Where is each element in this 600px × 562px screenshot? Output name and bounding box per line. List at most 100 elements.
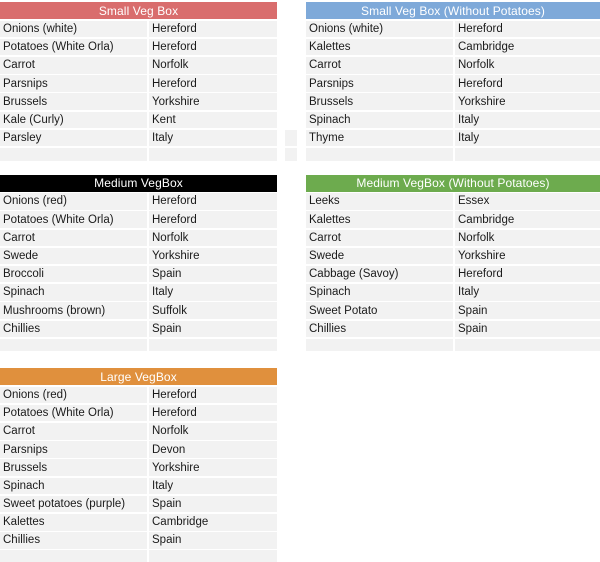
origin-cell: Hereford [149,75,277,92]
table-row: Spinach Italy [306,111,600,129]
item-cell: Sweet potatoes (purple) [0,495,149,513]
origin-cell: Italy [455,284,600,301]
table-row: Mushrooms (brown) Suffolk [0,302,277,319]
table-large-vegbox: Large VegBox Onions (red) Hereford Potatoe… [0,368,277,562]
item-cell: Leeks [306,193,455,210]
table-small-veg-box-without-potatoes: Small Veg Box (Without Potatoes) Onions … [306,2,600,161]
item-cell: Carrot [0,423,149,440]
table-row: Brussels Yorkshire [306,93,600,110]
table-row: Onions (red) Hereford [0,193,277,210]
empty-row [306,338,600,352]
empty-cell [306,338,455,352]
origin-cell: Cambridge [455,211,600,228]
empty-cell [0,338,149,352]
empty-row [0,550,277,562]
table-row: Kale (Curly) Kent [0,111,277,129]
table-row: Carrot Norfolk [306,229,600,247]
origin-cell: Hereford [149,404,277,422]
item-cell: Kale (Curly) [0,111,149,129]
origin-cell: Spain [149,265,277,283]
origin-cell: Norfolk [455,57,600,74]
table-row: Carrot Norfolk [306,57,600,74]
item-cell: Parsnips [0,441,149,458]
table-row: Chillies Spain [0,532,277,549]
table-row: Kalettes Cambridge [306,38,600,56]
table-row: Thyme Italy [306,129,600,147]
origin-cell: Italy [149,129,277,147]
item-cell: Carrot [306,57,455,74]
table-rows: Onions (white) Hereford Kalettes Cambridge C… [306,20,600,161]
origin-cell: Spain [455,302,600,319]
origin-cell: Hereford [455,265,600,283]
origin-cell: Hereford [149,38,277,56]
empty-row [0,338,277,352]
table-row: Parsley Italy [0,129,277,147]
table-row: Parsnips Hereford [306,75,600,92]
empty-cell [0,148,149,161]
empty-row [306,148,600,161]
empty-cell [149,338,277,352]
table-row: Chillies Spain [306,320,600,337]
origin-cell: Hereford [149,386,277,404]
empty-row [0,148,277,161]
table-row: Brussels Yorkshire [0,93,277,110]
item-cell: Cabbage (Savoy) [306,265,455,283]
item-cell: Brussels [306,93,455,110]
table-header-large-vegbox: Large VegBox [0,368,277,385]
table-row: Sweet Potato Spain [306,302,600,319]
table-header-small-veg-box: Small Veg Box [0,2,277,19]
table-row: Potatoes (White Orla) Hereford [0,38,277,56]
item-cell: Parsnips [0,75,149,92]
item-cell: Spinach [306,284,455,301]
table-small-veg-box: Small Veg Box Onions (white) Hereford Pota… [0,2,277,161]
origin-cell: Yorkshire [149,93,277,110]
empty-cell [455,148,600,161]
table-fragment-artifact [285,129,297,146]
table-row: Potatoes (White Orla) Hereford [0,404,277,422]
table-row: Spinach Italy [0,284,277,301]
item-cell: Carrot [0,229,149,247]
origin-cell: Italy [455,129,600,147]
table-row: Swede Yorkshire [0,247,277,265]
table-row: Potatoes (White Orla) Hereford [0,211,277,228]
empty-cell [0,550,149,562]
table-header-small-veg-box-without-potatoes: Small Veg Box (Without Potatoes) [306,2,600,19]
item-cell: Onions (red) [0,193,149,210]
table-rows: Onions (white) Hereford Potatoes (White Or… [0,20,277,161]
origin-cell: Hereford [149,193,277,210]
table-row: Leeks Essex [306,193,600,210]
table-row: Carrot Norfolk [0,229,277,247]
table-row: Broccoli Spain [0,265,277,283]
origin-cell: Italy [149,284,277,301]
origin-cell: Yorkshire [455,247,600,265]
table-row: Parsnips Devon [0,441,277,458]
table-row: Parsnips Hereford [0,75,277,92]
item-cell: Brussels [0,93,149,110]
origin-cell: Norfolk [149,229,277,247]
table-row: Onions (red) Hereford [0,386,277,404]
item-cell: Potatoes (White Orla) [0,38,149,56]
origin-cell: Hereford [149,20,277,38]
item-cell: Onions (red) [0,386,149,404]
item-cell: Onions (white) [0,20,149,38]
table-header-medium-vegbox-without-potatoes: Medium VegBox (Without Potatoes) [306,174,600,192]
table-row: Sweet potatoes (purple) Spain [0,495,277,513]
item-cell: Spinach [306,111,455,129]
origin-cell: Spain [149,532,277,549]
item-cell: Kalettes [306,211,455,228]
origin-cell: Essex [455,193,600,210]
item-cell: Chillies [0,320,149,337]
origin-cell: Hereford [149,211,277,228]
item-cell: Swede [0,247,149,265]
item-cell: Parsley [0,129,149,147]
item-cell: Mushrooms (brown) [0,302,149,319]
empty-cell [149,148,277,161]
table-row: Spinach Italy [0,477,277,495]
table-row: Kalettes Cambridge [306,211,600,228]
origin-cell: Spain [455,320,600,337]
item-cell: Potatoes (White Orla) [0,404,149,422]
origin-cell: Yorkshire [455,93,600,110]
table-row: Chillies Spain [0,320,277,337]
table-row: Carrot Norfolk [0,57,277,74]
table-medium-vegbox-without-potatoes: Medium VegBox (Without Potatoes) Leeks Es… [306,174,600,352]
